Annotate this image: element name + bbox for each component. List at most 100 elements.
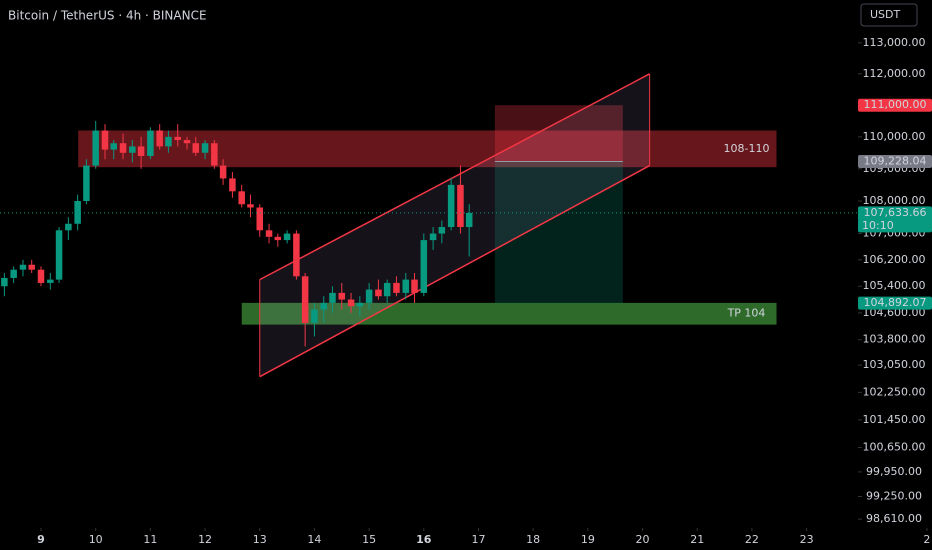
x-tick-label: 23 (800, 533, 814, 546)
x-tick-label: 17 (471, 533, 485, 546)
candle-body (238, 191, 245, 205)
x-tick-label: 21 (690, 533, 704, 546)
price-label-box (858, 98, 932, 112)
x-tick-label: 12 (198, 533, 212, 546)
price-label-box (858, 206, 932, 233)
x-tick-label: 22 (745, 533, 759, 546)
candle-body (356, 302, 364, 307)
y-tick-label: 99,250.00 (866, 489, 922, 502)
price-label: 109,228.04 (864, 154, 927, 167)
candle-body (83, 165, 90, 202)
candle-body (10, 269, 17, 278)
candle-body (247, 204, 254, 208)
zone (241, 302, 777, 325)
x-tick-label: 18 (526, 533, 540, 546)
candle-body (393, 282, 400, 293)
price-label-box (858, 296, 932, 310)
candle-body (1, 277, 8, 287)
x-tick-label: 2 (923, 533, 930, 546)
candle-body (457, 184, 464, 228)
candle-body (156, 130, 163, 147)
chart-title: Bitcoin / TetherUS · 4h · BINANCE (8, 9, 207, 23)
y-tick-label: 105,400.00 (863, 279, 926, 292)
candle-body (101, 130, 109, 150)
candle-body (447, 184, 455, 228)
candle-body (47, 279, 54, 283)
candle-body (28, 264, 35, 270)
candle-body (375, 289, 382, 297)
price-countdown: 10:10 (862, 219, 894, 232)
candle-body (329, 292, 336, 303)
candle-body (211, 143, 218, 166)
currency-button[interactable] (860, 3, 918, 27)
candle-body (183, 140, 191, 144)
candle-body (110, 143, 117, 150)
channel-line (259, 73, 651, 281)
candle-body (74, 201, 81, 224)
price-label: 107,633.66 (864, 206, 927, 219)
candle-body (229, 178, 236, 192)
x-tick-label: 19 (581, 533, 595, 546)
candle-body (338, 292, 346, 300)
channel-fill (259, 73, 650, 377)
x-tick-label: 14 (307, 533, 321, 546)
candle-body (311, 309, 318, 323)
x-tick-label: 13 (253, 533, 267, 546)
position-risk (494, 105, 623, 162)
y-tick-label: 106,200.00 (863, 253, 926, 266)
candle-body (119, 143, 127, 153)
candle-body (55, 230, 63, 280)
zone-label: TP 104 (727, 307, 766, 320)
channel-line (259, 164, 651, 378)
y-tick-label: 113,000.00 (863, 36, 926, 49)
x-tick-label: 9 (37, 533, 45, 546)
candle-body (192, 143, 200, 153)
candle-body (283, 233, 291, 241)
candle-body (147, 130, 154, 156)
position-reward (494, 161, 623, 304)
y-tick-label: 103,800.00 (863, 333, 926, 346)
y-tick-label: 99,950.00 (866, 465, 922, 478)
candle-body (438, 227, 446, 234)
candle-body (347, 299, 355, 307)
candle-body (129, 146, 136, 153)
candle-body (383, 282, 391, 297)
candle-body (65, 223, 72, 231)
candle-body (293, 233, 300, 277)
y-tick-label: 108,000.00 (863, 194, 926, 207)
candle-body (19, 264, 27, 270)
price-label-box (858, 154, 932, 168)
candle-body (265, 230, 273, 237)
x-tick-label: 11 (143, 533, 157, 546)
candle-body (320, 302, 327, 310)
candle-body (201, 143, 209, 153)
x-tick-label: 15 (362, 533, 376, 546)
x-tick-label: 16 (416, 533, 432, 546)
candle-body (256, 207, 264, 231)
candle-body (274, 236, 282, 241)
candle-body (402, 279, 410, 293)
candle-body (165, 136, 172, 147)
candle-body (420, 240, 428, 293)
price-label: 111,000.00 (864, 98, 927, 111)
y-tick-label: 101,450.00 (863, 413, 926, 426)
candle-body (174, 136, 181, 141)
y-tick-label: 100,650.00 (863, 441, 926, 454)
currency-button-label[interactable]: USDT (870, 8, 901, 21)
candle-body (301, 276, 309, 323)
candle-body (365, 289, 373, 303)
candle-body (92, 130, 99, 166)
y-tick-label: 112,000.00 (863, 67, 926, 80)
y-tick-label: 102,250.00 (863, 385, 926, 398)
candle-body (429, 233, 437, 241)
candle-body (465, 212, 473, 228)
y-tick-label: 98,610.00 (866, 512, 922, 525)
candle-body (37, 269, 45, 283)
y-tick-label: 110,000.00 (863, 130, 926, 143)
zone (78, 130, 777, 168)
candle-body (219, 165, 227, 179)
zone-label: 108-110 (724, 142, 770, 155)
